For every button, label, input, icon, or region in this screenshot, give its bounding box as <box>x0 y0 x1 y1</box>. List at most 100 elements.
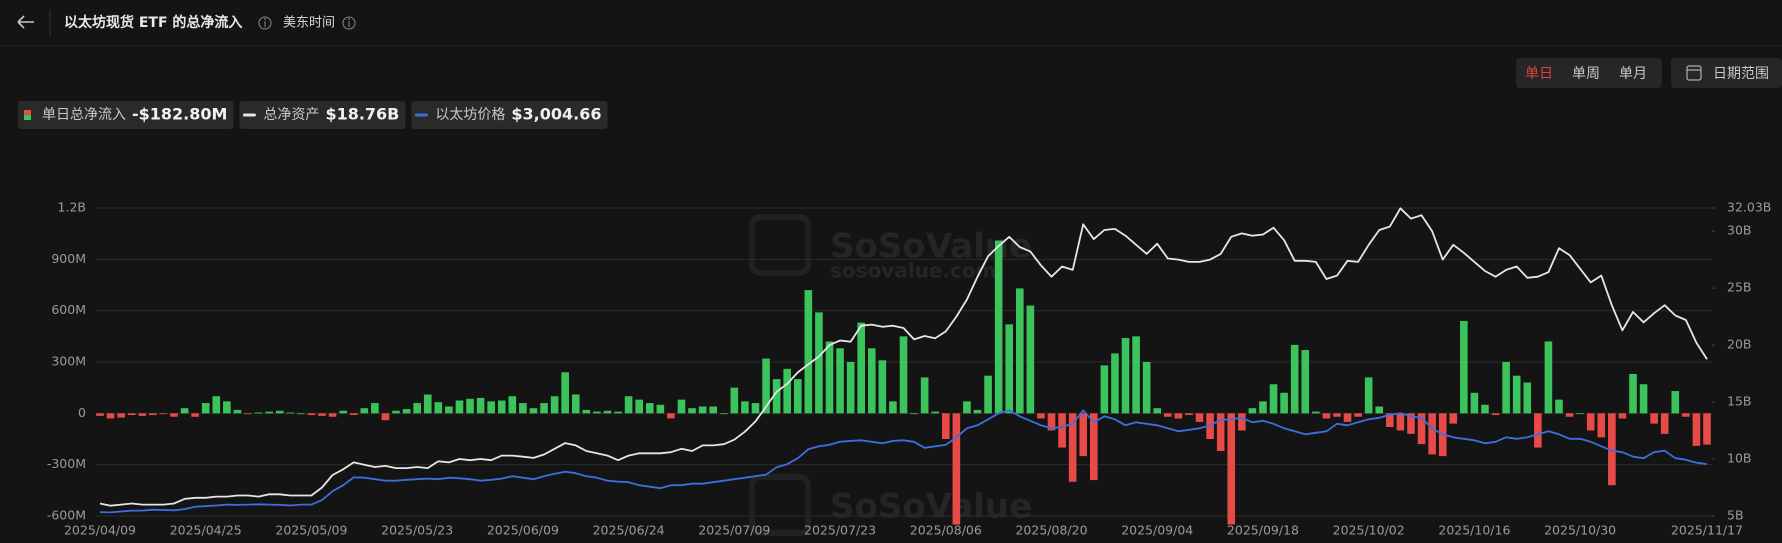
bar <box>1481 404 1489 414</box>
bar <box>1428 413 1436 455</box>
bar <box>1280 392 1288 414</box>
bar <box>307 413 316 416</box>
y-tick-label: 600M <box>51 302 86 317</box>
bar <box>1682 413 1690 417</box>
bar <box>1650 413 1658 424</box>
bar <box>191 413 199 417</box>
bar <box>1375 406 1384 414</box>
bar <box>508 396 517 414</box>
date-range-label[interactable]: 日期范围 <box>1713 65 1769 82</box>
x-tick-label: 2025/08/20 <box>1015 523 1087 538</box>
legend-label: 以太坊价格 <box>435 107 505 123</box>
bar <box>349 413 358 416</box>
bar <box>1565 413 1574 417</box>
page-title: 以太坊现货 ETF 的总净流入 <box>64 14 242 31</box>
x-tick-label: 2025/09/18 <box>1227 523 1299 538</box>
bar <box>1269 384 1278 414</box>
bar <box>318 413 326 416</box>
bar <box>1407 413 1415 434</box>
bar <box>1671 391 1680 414</box>
bar <box>762 358 770 414</box>
legend-item[interactable]: 单日总净流入 -$182.80M <box>18 101 234 129</box>
y-tick-label: -300M <box>47 456 86 471</box>
x-tick-label: 2025/05/23 <box>381 523 453 538</box>
date-range-button[interactable]: 日期范围 <box>1671 58 1782 88</box>
bar <box>180 408 189 414</box>
bar <box>952 413 961 525</box>
bar <box>656 404 665 414</box>
bar <box>96 413 104 416</box>
bar <box>1005 324 1014 414</box>
bar <box>550 396 559 414</box>
y2-tick-label: 32.03B <box>1727 200 1771 215</box>
bar <box>1639 384 1648 414</box>
bar <box>1301 350 1310 414</box>
bar <box>1576 413 1584 415</box>
bar <box>540 403 548 414</box>
bar <box>688 408 696 414</box>
bar <box>159 413 168 415</box>
bar <box>1703 413 1711 445</box>
bar <box>1090 413 1098 481</box>
bar <box>1290 344 1299 414</box>
legend-value: -$182.80M <box>132 105 227 124</box>
bar <box>1354 413 1362 417</box>
bar <box>1111 353 1119 414</box>
bar <box>223 401 231 414</box>
bar <box>466 398 474 414</box>
legend-value: $3,004.66 <box>511 105 601 124</box>
x-tick-label: 2025/10/16 <box>1438 523 1510 538</box>
period-button[interactable]: 单周 <box>1572 66 1600 82</box>
bar <box>1259 401 1267 414</box>
bar <box>1121 338 1130 414</box>
bar <box>645 403 654 414</box>
period-button[interactable]: 单月 <box>1619 66 1647 82</box>
bar <box>941 413 950 439</box>
bar <box>635 399 643 414</box>
bar <box>1597 413 1606 438</box>
bar <box>593 411 601 414</box>
bar <box>1079 413 1088 457</box>
bar <box>487 401 495 414</box>
bar <box>1333 413 1341 417</box>
back-button[interactable] <box>17 15 34 29</box>
bar <box>476 397 485 414</box>
bar <box>497 400 506 414</box>
bar <box>117 413 125 418</box>
bar <box>413 403 421 414</box>
info-icon[interactable] <box>342 16 356 30</box>
bar <box>1026 305 1035 414</box>
bar <box>1502 362 1510 414</box>
bar <box>1544 341 1553 414</box>
bar <box>677 399 686 414</box>
bar <box>730 387 739 414</box>
bar <box>931 411 940 414</box>
bar <box>1364 377 1373 414</box>
bar <box>1174 413 1183 419</box>
x-tick-label: 2025/07/09 <box>698 523 770 538</box>
legend-swatch <box>24 110 31 115</box>
period-button[interactable]: 单日 <box>1525 66 1553 82</box>
x-tick-label: 2025/07/23 <box>804 523 876 538</box>
bar <box>402 409 411 414</box>
y-tick-label: 300M <box>51 354 86 369</box>
legend-item[interactable]: 以太坊价格 $3,004.66 <box>411 101 608 129</box>
bar <box>1692 413 1701 446</box>
x-tick-label: 2025/06/24 <box>593 523 665 538</box>
bar <box>360 408 369 414</box>
legend-item[interactable]: 总净资产 $18.76B <box>239 101 406 129</box>
y2-tick-label: 20B <box>1727 337 1751 352</box>
bar <box>1015 288 1024 414</box>
legend-chip <box>18 101 234 129</box>
bar <box>297 413 305 415</box>
bar <box>973 409 982 414</box>
bar <box>878 360 887 414</box>
bar <box>1068 413 1077 482</box>
info-icon[interactable] <box>258 16 272 30</box>
legend-chip <box>411 101 608 129</box>
bar <box>1460 320 1468 414</box>
bar <box>149 413 157 416</box>
bar <box>519 403 527 414</box>
x-tick-label: 2025/04/25 <box>170 523 242 538</box>
